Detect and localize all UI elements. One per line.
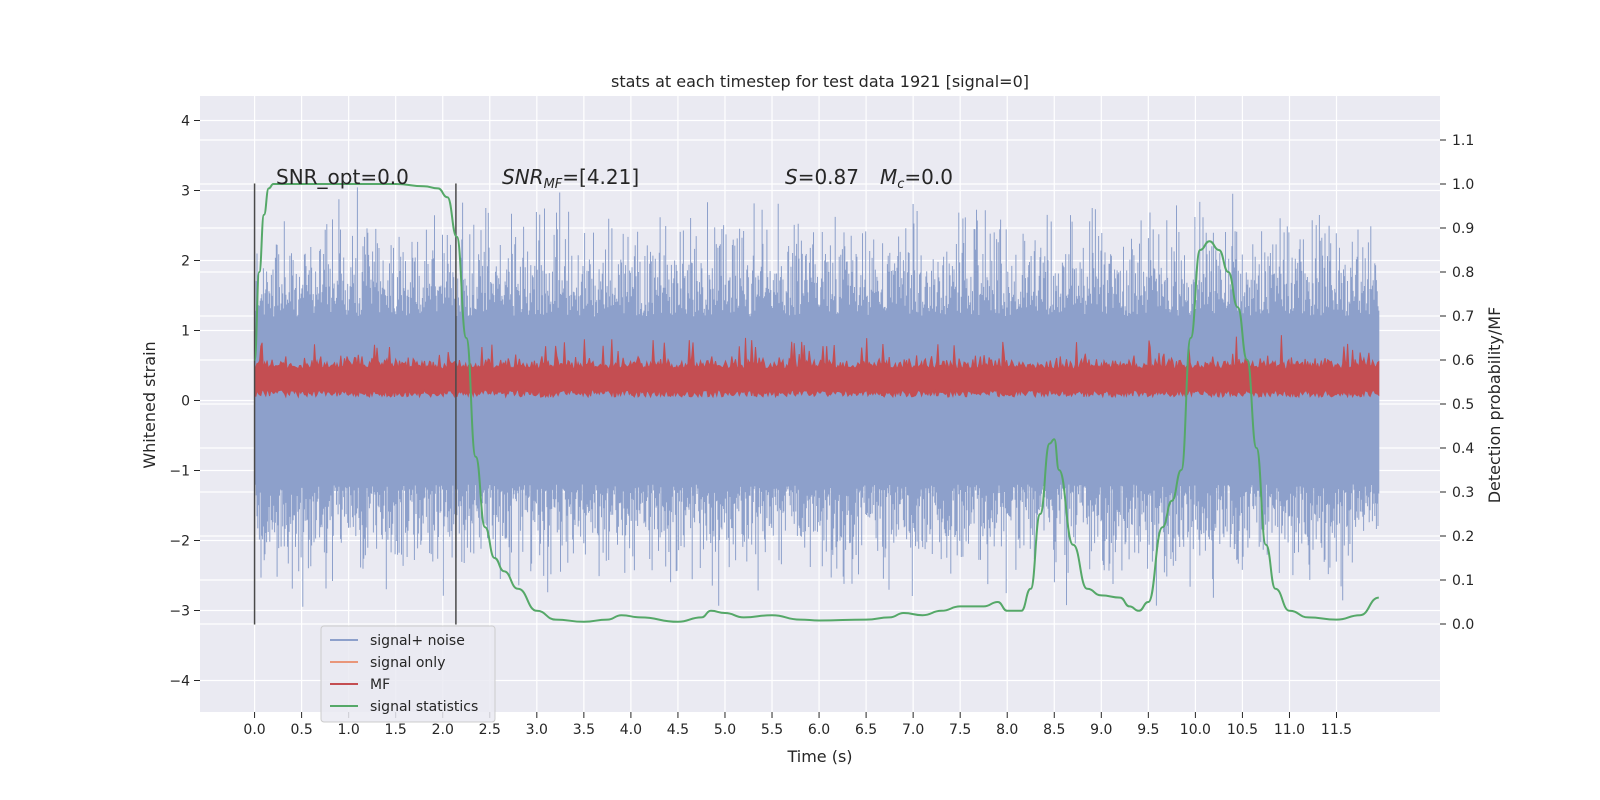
- x-tick-label: 2.0: [432, 722, 454, 738]
- legend-label-mf: MF: [370, 677, 390, 693]
- y-right-axis-label: Detection probability/MF: [1485, 307, 1504, 504]
- mf-band: [254, 335, 1380, 399]
- y-right-tick-label: 1.0: [1452, 177, 1474, 193]
- x-tick-label: 1.5: [385, 722, 407, 738]
- y-tick-label: 1: [181, 324, 190, 340]
- legend-label-signal-only: signal only: [370, 655, 445, 671]
- y-right-tick-label: 0.4: [1452, 441, 1474, 457]
- x-tick-label: 6.0: [808, 722, 830, 738]
- x-tick-label: 11.0: [1274, 722, 1305, 738]
- annotation-snr-opt: SNR_opt=0.0: [276, 165, 409, 189]
- x-tick-label: 4.0: [620, 722, 642, 738]
- annotation-stat-mc-name: M: [880, 165, 897, 189]
- y-tick-label: 2: [181, 254, 190, 270]
- y-tick-label: −1: [169, 464, 190, 480]
- y-tick-label: −3: [169, 604, 190, 620]
- signal-statistics-line: [253, 183, 1380, 623]
- y-tick-label: −4: [169, 674, 190, 690]
- x-tick-label: 5.0: [714, 722, 736, 738]
- y-right-axis-ticks: 0.0 0.1 0.2 0.3 0.4 0.5 0.6 0.7 0.8 0.9 1.0 1.1: [1440, 133, 1474, 633]
- x-tick-label: 9.5: [1137, 722, 1159, 738]
- annotation-stat-mc: Mc=0.0: [880, 165, 953, 192]
- y-tick-label: 0: [181, 394, 190, 410]
- x-tick-label: 9.0: [1090, 722, 1112, 738]
- legend-box: [320, 625, 496, 723]
- annotation-stat-mc-value: =0.0: [904, 165, 953, 189]
- signal-statistics-series: [253, 183, 1380, 623]
- y-axis-ticks: −4 −3 −2 −1 0 1 2 3 4: [169, 114, 200, 690]
- y-right-tick-label: 0.9: [1452, 221, 1474, 237]
- y-right-tick-label: 1.1: [1452, 133, 1474, 149]
- x-tick-label: 1.0: [338, 722, 360, 738]
- x-tick-label: 5.5: [761, 722, 783, 738]
- chart-title: stats at each timestep for test data 192…: [611, 72, 1029, 91]
- y-right-tick-label: 0.5: [1452, 397, 1474, 413]
- annotation-stat-s: S=0.87: [785, 165, 859, 189]
- y-right-tick-label: 0.6: [1452, 353, 1474, 369]
- x-axis-ticks: 0.0 0.5 1.0 1.5 2.0 2.5 3.0 3.5 4.0 4.5 5.0 5.5 6.0 6…: [243, 712, 1352, 738]
- annotation-snr-mf-name: SNR: [502, 165, 544, 189]
- x-tick-label: 8.0: [996, 722, 1018, 738]
- x-tick-label: 0.5: [290, 722, 312, 738]
- y-tick-label: 3: [181, 184, 190, 200]
- mf-series: [254, 335, 1380, 399]
- y-right-tick-label: 0.7: [1452, 309, 1474, 325]
- y-tick-label: −2: [169, 534, 190, 550]
- y-axis-label: Whitened strain: [140, 341, 159, 468]
- y-right-tick-label: 0.0: [1452, 617, 1474, 633]
- x-tick-label: 7.5: [949, 722, 971, 738]
- vertical-markers: [253, 183, 457, 625]
- y-tick-label: 4: [181, 114, 190, 130]
- annotation-stat-s-value: =0.87: [798, 165, 859, 189]
- annotation-snr-mf-value: =[4.21]: [562, 165, 639, 189]
- annotation-stat-mc-sub: c: [897, 177, 904, 192]
- legend: signal+ noise signal only MF signal stat…: [320, 625, 496, 723]
- legend-label-signal-noise: signal+ noise: [370, 633, 465, 649]
- x-tick-label: 3.0: [526, 722, 548, 738]
- x-tick-label: 3.5: [573, 722, 595, 738]
- x-axis-label: Time (s): [786, 747, 852, 766]
- y-right-tick-label: 0.8: [1452, 265, 1474, 281]
- x-tick-label: 10.5: [1227, 722, 1258, 738]
- x-tick-label: 2.5: [479, 722, 501, 738]
- y-right-tick-label: 0.2: [1452, 529, 1474, 545]
- x-tick-label: 0.0: [243, 722, 265, 738]
- x-tick-label: 4.5: [667, 722, 689, 738]
- x-tick-label: 11.5: [1321, 722, 1352, 738]
- annotation-stat-s-name: S: [785, 165, 798, 189]
- x-tick-label: 7.0: [902, 722, 924, 738]
- y-right-tick-label: 0.1: [1452, 573, 1474, 589]
- x-tick-label: 8.5: [1043, 722, 1065, 738]
- annotation-snr-mf-sub: MF: [544, 177, 563, 192]
- legend-label-signal-statistics: signal statistics: [370, 699, 478, 715]
- x-tick-label: 6.5: [855, 722, 877, 738]
- annotation-snr-mf: SNRMF=[4.21]: [502, 165, 639, 192]
- x-tick-label: 10.0: [1180, 722, 1211, 738]
- signal-noise-series: [254, 187, 1380, 607]
- y-right-tick-label: 0.3: [1452, 485, 1474, 501]
